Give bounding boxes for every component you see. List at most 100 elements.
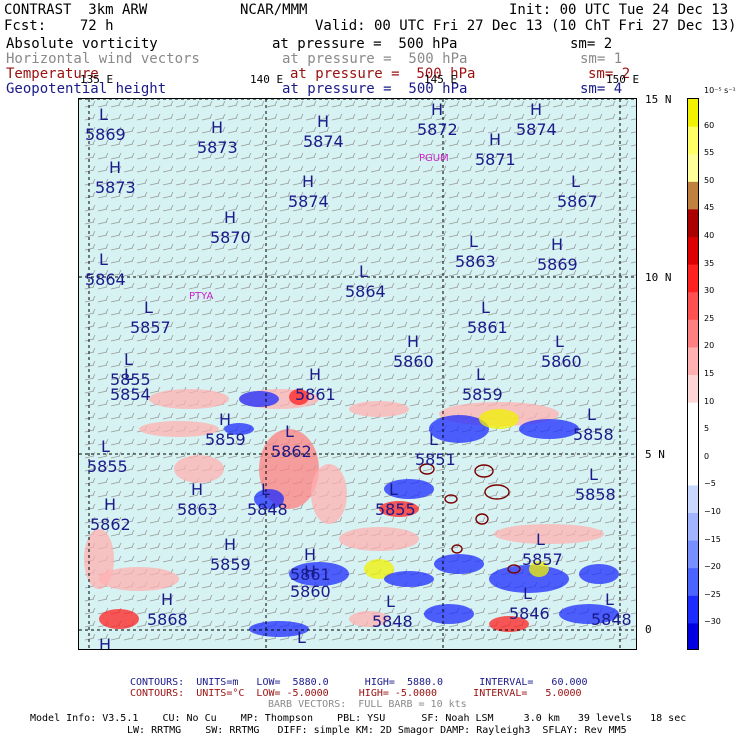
wind-barb: [357, 464, 369, 472]
wind-barb: [513, 139, 525, 147]
wind-barb: [344, 295, 356, 303]
wind-barb: [513, 334, 525, 342]
wind-barb: [162, 269, 174, 277]
wind-barb: [344, 282, 356, 290]
wind-barb: [188, 165, 200, 173]
wind-barb: [383, 425, 395, 433]
wind-barb: [123, 269, 135, 277]
wind-barb: [214, 516, 226, 524]
wind-barb: [435, 321, 447, 329]
wind-barb: [357, 295, 369, 303]
wind-barb: [487, 165, 499, 173]
wind-barb: [539, 282, 551, 290]
wind-barb: [604, 308, 616, 316]
wind-barb: [344, 217, 356, 225]
wind-barb: [604, 230, 616, 238]
wind-barb: [630, 157, 636, 160]
wind-barb: [149, 503, 161, 511]
wind-barb: [500, 204, 512, 212]
wind-barb: [487, 126, 499, 134]
vorticity-blob: [84, 529, 114, 589]
wind-barb: [461, 126, 473, 134]
wind-barb: [370, 152, 382, 160]
wind-barb: [292, 139, 304, 147]
wind-barb: [344, 204, 356, 212]
wind-barb: [279, 126, 291, 134]
wind-barb: [123, 425, 135, 433]
wind-barb: [227, 477, 239, 485]
wind-barb: [97, 334, 109, 342]
height-center-letter: H: [530, 100, 542, 119]
wind-barb: [344, 100, 356, 108]
wind-barb: [409, 178, 421, 186]
wind-barb: [526, 633, 538, 641]
wind-barb: [422, 516, 434, 524]
wind-barb: [461, 594, 473, 602]
wind-barb: [565, 503, 577, 511]
wind-barb: [305, 607, 317, 615]
wind-barb: [604, 282, 616, 290]
wind-barb: [539, 347, 551, 355]
wind-barb: [201, 412, 213, 420]
wind-barb: [227, 100, 239, 108]
wind-barb: [513, 165, 525, 173]
wind-barb: [227, 191, 239, 199]
wind-barb: [331, 620, 343, 628]
wind-barb: [422, 555, 434, 563]
wind-barb: [344, 516, 356, 524]
colorbar-swatch: [688, 264, 698, 293]
wind-barb: [383, 204, 395, 212]
wind-barb: [422, 594, 434, 602]
wind-barb: [318, 113, 330, 121]
wind-barb: [136, 412, 148, 420]
wind-barb: [422, 217, 434, 225]
wind-barb: [630, 430, 636, 433]
wind-barb: [617, 373, 629, 381]
wind-barb: [604, 321, 616, 329]
wind-barb: [240, 594, 252, 602]
height-center-letter: H: [304, 545, 316, 564]
wind-barb: [240, 217, 252, 225]
field-name-geopotential: Geopotential height: [6, 81, 167, 97]
wind-barb: [539, 191, 551, 199]
wind-barb: [253, 178, 265, 186]
wind-barb: [448, 633, 460, 641]
wind-barb: [344, 451, 356, 459]
wind-barb: [227, 516, 239, 524]
wind-barb: [565, 191, 577, 199]
wind-barb: [292, 243, 304, 251]
field-sm-temperature: sm= 2: [588, 66, 631, 82]
lat-label-10n: 10 N: [645, 271, 672, 284]
wind-barb: [539, 230, 551, 238]
wind-barb: [292, 230, 304, 238]
wind-barb: [344, 425, 356, 433]
wind-barb: [383, 607, 395, 615]
height-center-value: 5861: [467, 318, 508, 337]
wind-barb: [292, 204, 304, 212]
wind-barb: [474, 594, 486, 602]
wind-barb: [188, 620, 200, 628]
wind-barb: [487, 230, 499, 238]
wind-barb: [344, 256, 356, 264]
wind-barb: [474, 542, 486, 550]
wind-barb: [435, 542, 447, 550]
wind-barb: [630, 456, 636, 459]
wind-barb: [214, 321, 226, 329]
wind-barb: [331, 529, 343, 537]
wind-barb: [435, 386, 447, 394]
wind-barb: [539, 633, 551, 641]
wind-barb: [253, 516, 265, 524]
wind-barb: [279, 100, 291, 108]
wind-barb: [578, 113, 590, 121]
wind-barb: [552, 438, 564, 446]
wind-barb: [292, 347, 304, 355]
wind-barb: [175, 373, 187, 381]
wind-barb: [266, 269, 278, 277]
wind-barb: [604, 243, 616, 251]
wind-barb: [448, 399, 460, 407]
height-center-value: 5864: [85, 270, 126, 289]
wind-barb: [318, 438, 330, 446]
wind-barb: [487, 347, 499, 355]
wind-barb: [409, 334, 421, 342]
wind-barb: [227, 217, 239, 225]
